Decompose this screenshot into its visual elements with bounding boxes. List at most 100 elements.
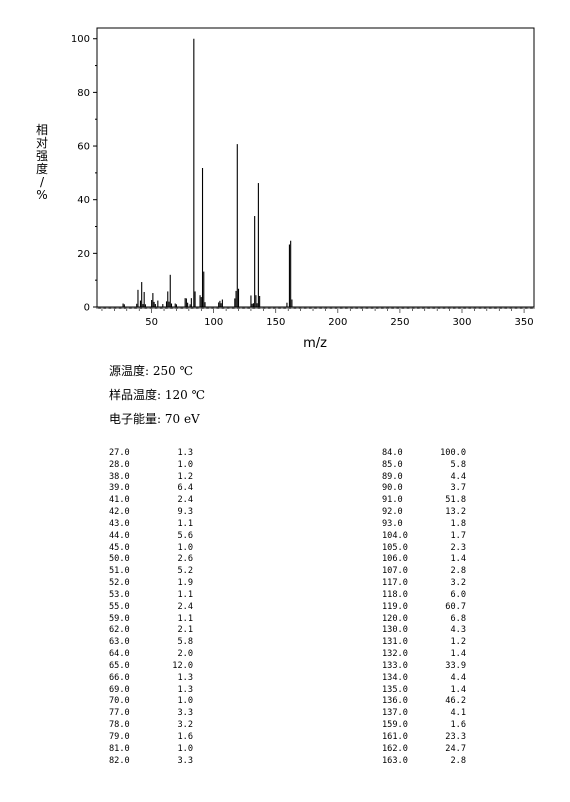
peak-mz: 163.0: [382, 755, 408, 766]
y-tick-label: 0: [84, 303, 90, 314]
peak-row: 85.0 5.8: [382, 460, 466, 472]
peak-row: 78.0 3.2: [109, 720, 193, 732]
peak-intensity: 3.3: [177, 708, 193, 719]
peak-intensity: 4.4: [450, 672, 466, 683]
peak-row: 84.0 100.0: [382, 448, 466, 460]
peak-mz: 133.0: [382, 660, 408, 671]
peak-row: 41.0 2.4: [109, 495, 193, 507]
y-tick-label: 20: [77, 249, 90, 260]
y-tick-label: 100: [71, 34, 90, 45]
peak-row: 92.0 13.2: [382, 507, 466, 519]
peak-mz: 107.0: [382, 566, 408, 577]
peak-row: 135.0 1.4: [382, 685, 466, 697]
plot-frame: [96, 27, 535, 308]
peak-mz: 162.0: [382, 743, 408, 754]
peak-mz: 50.0: [109, 554, 130, 565]
peak-intensity: 1.8: [450, 518, 466, 529]
peak-mz: 78.0: [109, 720, 130, 731]
peak-intensity: 5.6: [177, 530, 193, 541]
peak-mz: 106.0: [382, 554, 408, 565]
peak-intensity: 1.3: [177, 684, 193, 695]
peak-intensity: 1.0: [177, 459, 193, 470]
peak-row: 107.0 2.8: [382, 566, 466, 578]
peak-row: 161.0 23.3: [382, 732, 466, 744]
y-tick-label: 80: [77, 88, 90, 99]
peak-mz: 92.0: [382, 507, 403, 518]
peak-mz: 77.0: [109, 708, 130, 719]
peak-mz: 120.0: [382, 613, 408, 624]
peak-row: 91.0 51.8: [382, 495, 466, 507]
mass-spectrum-chart: 0 20 40 60 80 100 50 100 150 200 250 300 350 m/z: [71, 27, 535, 351]
peak-row: 131.0 1.2: [382, 637, 466, 649]
peak-intensity: 1.9: [177, 578, 193, 589]
peak-intensity: 1.1: [177, 589, 193, 600]
y-axis-title-char: /: [39, 175, 45, 189]
peak-row: 38.0 1.2: [109, 472, 193, 484]
source-temperature: 源温度: 250 ℃: [109, 364, 194, 378]
peak-intensity: 60.7: [445, 601, 466, 612]
peak-intensity: 2.8: [450, 566, 466, 577]
x-tick-label: 100: [204, 317, 223, 328]
peak-row: 93.0 1.8: [382, 519, 466, 531]
peak-row: 90.0 3.7: [382, 483, 466, 495]
peak-mz: 118.0: [382, 589, 408, 600]
x-tick-label: 250: [390, 317, 409, 328]
peak-intensity: 2.0: [177, 649, 193, 660]
peak-mz: 159.0: [382, 720, 408, 731]
peak-intensity: 23.3: [445, 731, 466, 742]
peak-row: 42.0 9.3: [109, 507, 193, 519]
peak-mz: 117.0: [382, 578, 408, 589]
y-axis-title-char: 强: [35, 149, 48, 163]
peak-mz: 63.0: [109, 637, 130, 648]
peak-intensity: 3.2: [177, 720, 193, 731]
peak-mz: 66.0: [109, 672, 130, 683]
peak-intensity: 9.3: [177, 507, 193, 518]
peak-intensity: 1.6: [450, 720, 466, 731]
y-tick-label: 60: [77, 142, 90, 153]
peak-row: 59.0 1.1: [109, 614, 193, 626]
peak-row: 44.0 5.6: [109, 531, 193, 543]
peak-mz: 64.0: [109, 649, 130, 660]
peak-mz: 137.0: [382, 708, 408, 719]
peak-mz: 161.0: [382, 731, 408, 742]
x-tick-label: 150: [266, 317, 285, 328]
peak-row: 132.0 1.4: [382, 649, 466, 661]
peak-table-left: 27.0 1.3 28.0 1.0 38.0 1.2 39.0 6.4 41.0 2.4 42.0 9…: [109, 448, 193, 767]
peak-intensity: 1.2: [177, 471, 193, 482]
peak-intensity: 5.2: [177, 566, 193, 577]
peak-intensity: 1.1: [177, 613, 193, 624]
peak-intensity: 1.6: [177, 731, 193, 742]
peak-intensity: 2.4: [177, 601, 193, 612]
peak-table-right: 84.0 100.0 85.0 5.8 89.0 4.4 90.0 3.7 91.0 51.8 92…: [382, 448, 466, 767]
peak-intensity: 5.8: [450, 459, 466, 470]
peak-intensity: 2.6: [177, 554, 193, 565]
peak-mz: 85.0: [382, 459, 403, 470]
peak-mz: 65.0: [109, 660, 130, 671]
peak-intensity: 1.0: [177, 542, 193, 553]
peak-row: 43.0 1.1: [109, 519, 193, 531]
peak-mz: 38.0: [109, 471, 130, 482]
peak-mz: 41.0: [109, 495, 130, 506]
peak-intensity: 24.7: [445, 743, 466, 754]
x-tick-label: 300: [452, 317, 471, 328]
peak-row: 163.0 2.8: [382, 756, 466, 768]
peak-row: 106.0 1.4: [382, 554, 466, 566]
peak-row: 39.0 6.4: [109, 483, 193, 495]
peak-intensity: 6.0: [450, 589, 466, 600]
peak-mz: 39.0: [109, 483, 130, 494]
peak-row: 64.0 2.0: [109, 649, 193, 661]
peak-intensity: 1.4: [450, 649, 466, 660]
peak-mz: 130.0: [382, 625, 408, 636]
peak-intensity: 6.4: [177, 483, 193, 494]
peak-row: 63.0 5.8: [109, 637, 193, 649]
peak-row: 77.0 3.3: [109, 708, 193, 720]
peak-intensity: 100.0: [440, 448, 466, 458]
peak-row: 27.0 1.3: [109, 448, 193, 460]
peak-mz: 52.0: [109, 578, 130, 589]
peak-mz: 45.0: [109, 542, 130, 553]
y-axis-title-char: 相: [35, 123, 48, 137]
peak-mz: 27.0: [109, 448, 130, 458]
peak-row: 137.0 4.1: [382, 708, 466, 720]
peak-mz: 104.0: [382, 530, 408, 541]
peak-row: 159.0 1.6: [382, 720, 466, 732]
